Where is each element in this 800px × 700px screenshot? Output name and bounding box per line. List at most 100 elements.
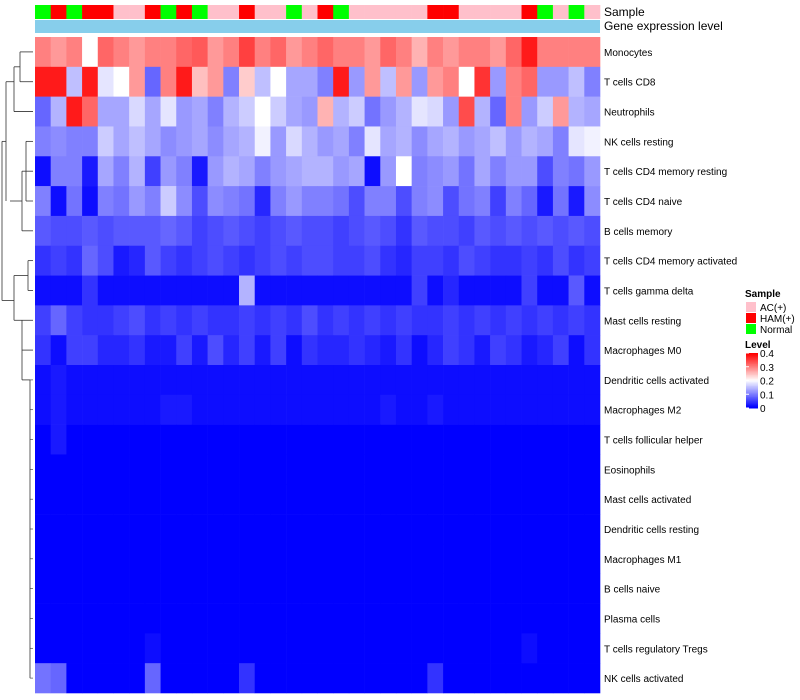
heatmap-cell [490, 543, 507, 575]
heatmap-cell [474, 215, 491, 247]
heatmap-cell [395, 126, 412, 157]
heatmap-cell [301, 573, 318, 604]
heatmap-cell [443, 424, 460, 455]
heatmap-cell [82, 633, 99, 664]
colorbar-segment [746, 375, 758, 377]
heatmap-cell [207, 573, 224, 604]
heatmap-cell [458, 156, 475, 187]
heatmap-cell [254, 454, 271, 485]
heatmap-cell [239, 156, 256, 187]
heatmap-cell [239, 335, 256, 366]
heatmap-cell [458, 543, 475, 575]
heatmap-cell [176, 514, 193, 545]
heatmap-cell [254, 365, 271, 396]
heatmap-cell [552, 633, 569, 664]
heatmap-cell [239, 633, 256, 664]
heatmap-cell [380, 484, 397, 515]
heatmap-cell [568, 633, 585, 664]
heatmap-cell [207, 96, 224, 127]
heatmap-cell [144, 245, 161, 276]
heatmap-cell [191, 484, 208, 515]
heatmap-cell [333, 603, 350, 634]
heatmap-cell [348, 126, 365, 157]
heatmap-cell [584, 305, 601, 336]
colorbar-segment [746, 365, 758, 368]
heatmap-cell [395, 66, 412, 97]
sample-annotation-cell [443, 5, 460, 19]
heatmap-cell [66, 66, 83, 97]
heatmap-cell [144, 365, 161, 396]
heatmap-cell [50, 663, 67, 694]
heatmap-cell [490, 394, 507, 425]
row-label: T cells gamma delta [604, 286, 694, 297]
heatmap-cell [364, 633, 381, 664]
legend-swatch [746, 313, 756, 323]
heatmap-cell [160, 603, 177, 634]
heatmap-cell [505, 245, 522, 276]
heatmap-cell [427, 305, 444, 336]
heatmap-cell [552, 603, 569, 634]
heatmap-cell [97, 633, 114, 664]
colorbar-segment [746, 381, 758, 384]
heatmap-cell [537, 365, 554, 396]
heatmap-cell [364, 275, 381, 306]
heatmap-cell [552, 663, 569, 694]
heatmap-cell [505, 66, 522, 97]
heatmap-cell [584, 394, 601, 425]
heatmap-cell [380, 514, 397, 545]
heatmap-cell [568, 424, 585, 455]
heatmap-cell [82, 96, 99, 127]
heatmap-cell [223, 573, 240, 604]
heatmap-cell [317, 66, 334, 97]
heatmap-cell [333, 156, 350, 187]
heatmap-cell [286, 424, 303, 455]
heatmap-cell [552, 365, 569, 396]
heatmap-cell [223, 215, 240, 247]
row-labels: Monocytes T cells CD8 Neutrophils NK cells … [604, 48, 737, 685]
heatmap-cell [113, 514, 130, 545]
heatmap-cell [286, 96, 303, 127]
heatmap-cell [301, 454, 318, 485]
heatmap-cell [348, 245, 365, 276]
colorbar-segment [746, 353, 758, 355]
heatmap-cell [35, 335, 51, 366]
heatmap-cell [301, 305, 318, 336]
heatmap-cell [505, 454, 522, 485]
colorbar-segment [746, 376, 758, 379]
heatmap-cell [395, 245, 412, 276]
heatmap-cell [348, 335, 365, 366]
legend-swatch [746, 324, 756, 334]
heatmap-cell [254, 96, 271, 127]
heatmap-cell [66, 573, 83, 604]
heatmap-cell [521, 573, 538, 604]
heatmap-cell [568, 573, 585, 604]
heatmap-cell [97, 603, 114, 634]
heatmap-cell [97, 335, 114, 366]
colorbar-segment [746, 355, 758, 358]
heatmap-cell [537, 394, 554, 425]
heatmap-cell [239, 186, 256, 217]
heatmap-cell [207, 186, 224, 217]
heatmap-cell [395, 335, 412, 366]
heatmap-cell [458, 603, 475, 634]
heatmap-cells [35, 37, 601, 694]
heatmap-cell [207, 484, 224, 515]
heatmap-cell [97, 543, 114, 575]
heatmap-cell [552, 156, 569, 187]
heatmap-cell [443, 484, 460, 515]
heatmap-cell [568, 186, 585, 217]
row-label: Mast cells activated [604, 495, 691, 506]
legend-item-label: AC(+) [760, 303, 786, 314]
sample-annotation-cell [380, 5, 397, 19]
heatmap-cell [584, 573, 601, 604]
heatmap-cell [129, 365, 146, 396]
row-label: T cells CD4 memory activated [604, 257, 737, 268]
heatmap-cell [427, 514, 444, 545]
heatmap-cell [35, 514, 51, 545]
heatmap-cell [82, 275, 99, 306]
heatmap-cell [270, 245, 287, 276]
heatmap-cell [364, 573, 381, 604]
heatmap-cell [35, 215, 51, 247]
heatmap-cell [239, 245, 256, 276]
heatmap-cell [458, 37, 475, 68]
